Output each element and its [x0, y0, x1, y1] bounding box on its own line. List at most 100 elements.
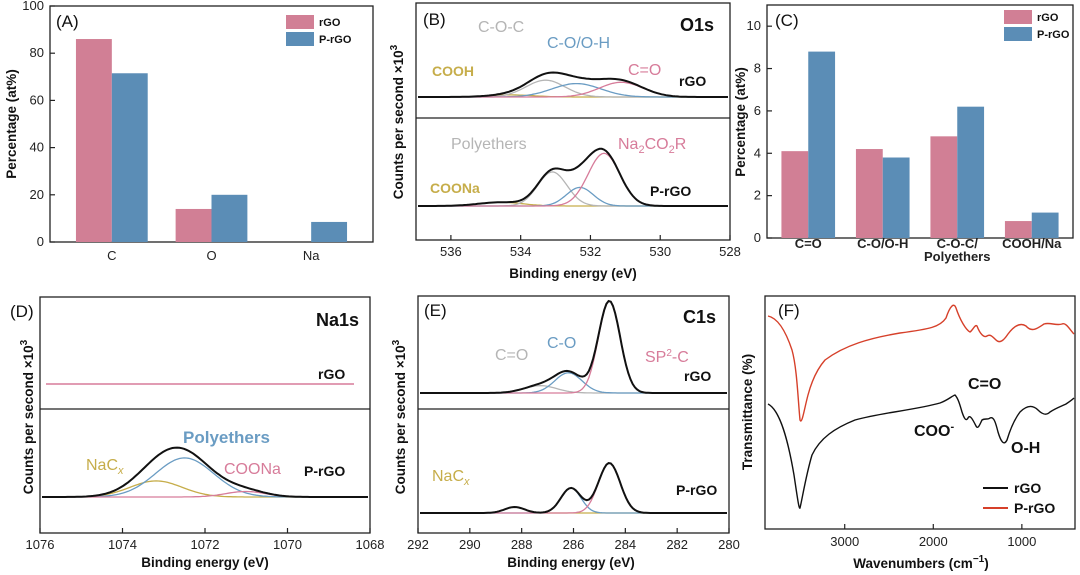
xtick-label: 288: [511, 537, 533, 552]
panel-e-ylabel: Counts per second ×103: [391, 339, 408, 494]
bar-prgo-1: [882, 157, 910, 238]
panel-b-label: (B): [423, 10, 446, 29]
peak-label-cooh: COOH: [432, 63, 474, 79]
panel-e: (E) C1s 292 290 288 286 284 282 280 Binding en…: [391, 295, 740, 570]
ytick-label: 8: [754, 61, 761, 76]
annotation-o-h: O-H: [1011, 440, 1040, 457]
component-c-o: [420, 372, 727, 394]
peak-label-coona-d: COONa: [224, 461, 281, 478]
peak-label-c-o-c: C-O-C: [478, 19, 524, 36]
panel-a-legend: rGO P-rGO: [286, 15, 352, 46]
xtick-label: 286: [563, 537, 585, 552]
xtick-label: COOH/Na: [1002, 236, 1062, 251]
bar-prgo-2: [957, 106, 985, 238]
panel-b-title: O1s: [680, 15, 714, 35]
bar-rgo-0: [781, 151, 809, 238]
panel-d-xlabel: Binding energy (eV): [141, 555, 269, 570]
ytick-label: 0: [37, 234, 44, 249]
legend-label-prgo-f: P-rGO: [1014, 500, 1055, 516]
panel-c-legend: rGO P-rGO: [1004, 10, 1070, 41]
bar-prgo-3: [1031, 212, 1059, 238]
legend-label-rgo-f: rGO: [1014, 480, 1041, 496]
xtick-label: 1068: [356, 537, 385, 552]
xtick-label: 530: [649, 244, 671, 259]
peak-label-polyethers: Polyethers: [451, 136, 527, 153]
bar-prgo-2: [311, 221, 348, 242]
prgo-na1s-envelope: [42, 446, 368, 498]
peak-label-nacx-e: NaCx: [432, 468, 470, 488]
annotation-coo: COO-: [914, 421, 954, 440]
xtick-label: Polyethers: [924, 249, 990, 264]
xtick-label: 3000: [830, 534, 859, 549]
panel-f-xlabel: Wavenumbers (cm−1): [853, 554, 988, 571]
xtick-label: 280: [718, 537, 740, 552]
xtick-label: O: [206, 248, 216, 263]
xtick-label: 536: [440, 244, 462, 259]
bar-prgo-0: [808, 51, 836, 238]
ftir-prgo-line: [767, 304, 1075, 422]
annotation-c-double-o: C=O: [968, 376, 1001, 393]
xtick-label: 290: [459, 537, 481, 552]
trace-label-prgo-b: P-rGO: [650, 183, 691, 199]
ytick-label: 2: [754, 188, 761, 203]
peak-label-co-e: C=O: [495, 347, 528, 364]
legend-label-prgo: P-rGO: [319, 34, 352, 46]
trace-label-prgo-d: P-rGO: [304, 463, 345, 479]
legend-swatch-prgo: [286, 32, 314, 46]
panel-f-label: (F): [778, 301, 800, 320]
peak-label-c-o-oh: C-O/O-H: [547, 35, 610, 52]
panel-a: (A) 0 20 40 60 80 100 C O Na Percentage (at%) r…: [4, 0, 374, 263]
xtick-label: 532: [580, 244, 602, 259]
ftir-rgo-line: [767, 394, 1075, 509]
bar-prgo-0: [111, 73, 148, 242]
rgo-c1s-envelope: [420, 299, 727, 394]
panel-c: (C) 0 2 4 6 8 10 C=O C-O/O-H C-O-C/Polyethers CO…: [733, 4, 1074, 264]
panel-d-label: (D): [10, 302, 34, 321]
xtick-label: 1074: [108, 537, 137, 552]
xtick-label: 534: [510, 244, 532, 259]
trace-label-prgo-e: P-rGO: [676, 482, 717, 498]
xtick-label: C: [107, 248, 116, 263]
trace-label-rgo-e: rGO: [684, 368, 711, 384]
panel-b-frame: [415, 2, 731, 241]
legend-label-rgo: rGO: [319, 17, 341, 29]
xtick-label: 1076: [26, 537, 55, 552]
xtick-label: 292: [407, 537, 429, 552]
ytick-label: 60: [30, 92, 44, 107]
prgo-o1s-envelope: [418, 147, 728, 207]
panel-d-title: Na1s: [316, 310, 359, 330]
panel-a-ylabel: Percentage (at%): [4, 69, 19, 179]
panel-d-ylabel: Counts per second ×103: [19, 339, 36, 494]
peak-label-coona-b: COONa: [430, 180, 480, 196]
panel-e-title: C1s: [683, 307, 716, 327]
panel-b: (B) O1s 536 534 532 530 528 Binding energy (…: [389, 2, 741, 281]
rgo-o1s-envelope: [418, 71, 728, 98]
panel-d: (D) Na1s rGO 1076 1074 1072 1070 1068 Bindin…: [10, 296, 385, 570]
legend-swatch-rgo-c: [1004, 10, 1032, 24]
ytick-label: 40: [30, 140, 44, 155]
panel-a-label: (A): [56, 12, 79, 31]
ytick-label: 80: [30, 45, 44, 60]
legend-swatch-rgo: [286, 15, 314, 29]
panel-f-ylabel: Transmittance (%): [740, 354, 755, 470]
panel-e-label: (E): [424, 301, 447, 320]
ytick-label: 4: [754, 145, 761, 160]
peak-label-c-o-e: C-O: [547, 335, 576, 352]
peak-label-c-double-o: C=O: [628, 62, 661, 79]
ytick-label: 0: [754, 230, 761, 245]
xtick-label: C=O: [795, 236, 822, 251]
panel-f: (F) 3000 2000 1000 Wavenumbers (cm−1) Tran…: [740, 295, 1076, 571]
xtick-label: Na: [303, 248, 320, 263]
xtick-label: 282: [666, 537, 688, 552]
component-c-o: [420, 384, 727, 394]
prgo-c1s-envelope: [420, 462, 727, 514]
bar-rgo-2: [930, 136, 958, 238]
legend-label-rgo-c: rGO: [1037, 12, 1059, 24]
panel-b-ylabel: Counts per second ×103: [389, 44, 406, 199]
panel-f-legend: rGO P-rGO: [983, 480, 1055, 516]
panel-c-label: (C): [775, 11, 799, 30]
panel-c-frame: [766, 4, 1074, 239]
xtick-label: 528: [719, 244, 741, 259]
bar-rgo-1: [855, 149, 883, 238]
